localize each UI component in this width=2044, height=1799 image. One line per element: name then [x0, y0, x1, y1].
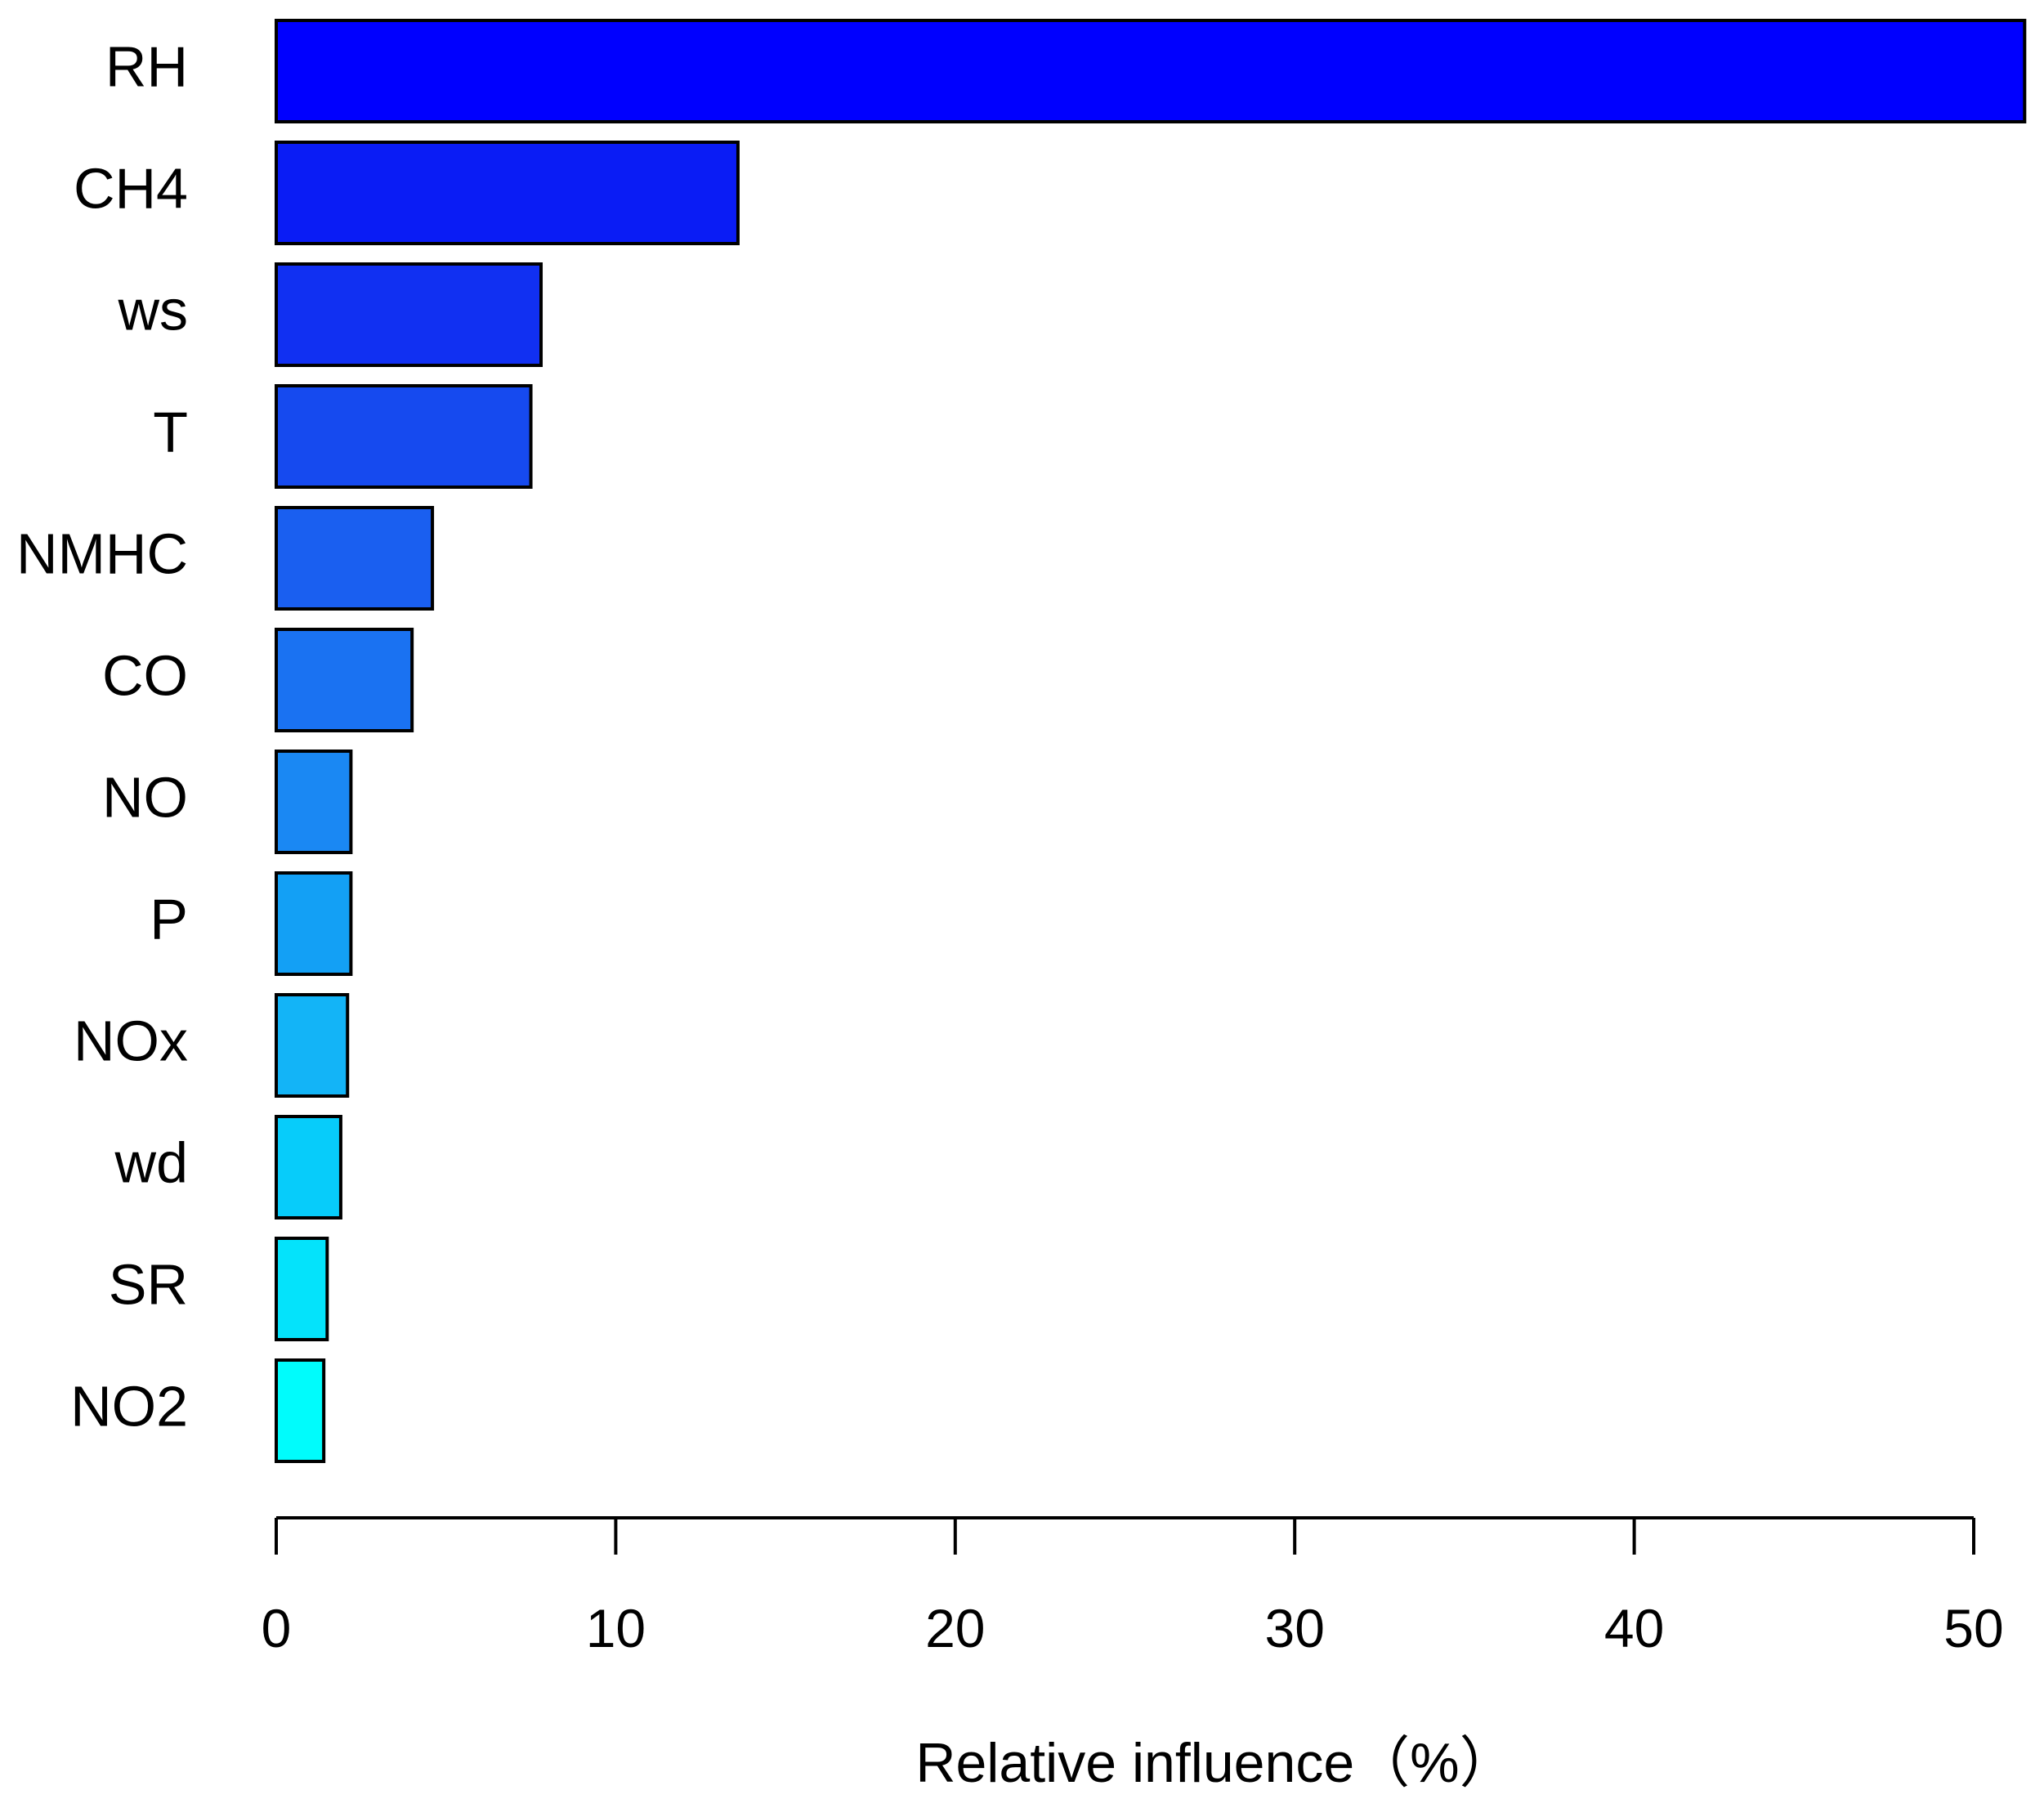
category-label-no2: NO2 [70, 1374, 188, 1438]
x-axis-title: Relative influence（%） [915, 1732, 1514, 1794]
category-label-p: P [150, 887, 188, 951]
bar-t [275, 384, 533, 489]
category-label-ch4: CH4 [74, 156, 188, 220]
bar-rh [275, 19, 2027, 123]
bar-wd [275, 1115, 342, 1219]
bar-no2 [275, 1358, 326, 1463]
x-tick-label-10: 10 [586, 1598, 646, 1658]
x-tick-label-30: 30 [1264, 1598, 1324, 1658]
bar-sr [275, 1237, 329, 1341]
category-label-rh: RH [105, 34, 188, 98]
category-label-ws: ws [117, 278, 188, 342]
x-axis: 0 10 20 30 40 50 [262, 1516, 2004, 1658]
category-label-nmhc: NMHC [16, 521, 188, 585]
category-label-t: T [153, 400, 188, 463]
category-label-sr: SR [109, 1252, 188, 1316]
x-tick-label-50: 50 [1943, 1598, 2003, 1658]
bar-no [275, 750, 353, 854]
bar-co [275, 628, 414, 732]
bar-ws [275, 262, 543, 367]
bar-ch4 [275, 141, 740, 245]
x-tick-label-0: 0 [262, 1598, 292, 1658]
bar-nmhc [275, 506, 435, 611]
bar-p [275, 871, 353, 976]
category-label-no: NO [102, 765, 188, 829]
bar-nox [275, 993, 350, 1098]
category-label-wd: wd [114, 1130, 188, 1194]
x-tick-label-20: 20 [925, 1598, 985, 1658]
category-labels: RH CH4 ws T NMHC CO NO P NOx wd SR NO2 [16, 34, 188, 1438]
category-label-nox: NOx [74, 1009, 188, 1072]
category-label-co: CO [102, 643, 188, 707]
bars-group [275, 19, 2027, 1463]
x-tick-label-40: 40 [1604, 1598, 1664, 1658]
